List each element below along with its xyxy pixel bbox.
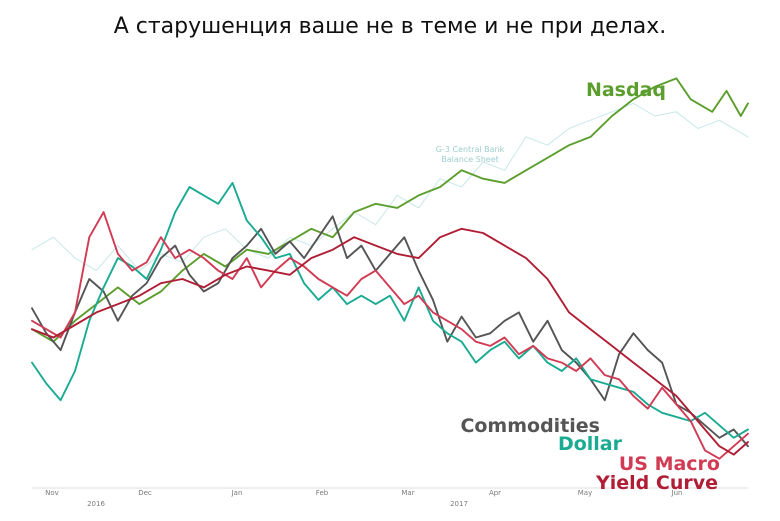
x-tick-label: Mar bbox=[401, 489, 414, 497]
series-line bbox=[31, 211, 749, 460]
x-tick-label: Feb bbox=[316, 489, 329, 497]
series-label: Yield Curve bbox=[595, 472, 718, 494]
year-label: 2017 bbox=[450, 500, 468, 508]
series-annotation: G-3 Central Bank bbox=[436, 145, 505, 154]
series-line bbox=[31, 77, 749, 343]
x-tick-label: Jan bbox=[231, 489, 243, 497]
year-label: 2016 bbox=[87, 500, 105, 508]
x-tick-label: Nov bbox=[45, 489, 59, 497]
series-label: US Macro bbox=[619, 453, 720, 475]
chart-title: А старушенция ваше не в теме и не при де… bbox=[113, 14, 667, 39]
series-line bbox=[31, 215, 749, 448]
series-line bbox=[31, 102, 749, 272]
x-tick-label: Dec bbox=[138, 489, 152, 497]
series-line bbox=[31, 227, 749, 456]
x-tick-label: Jun bbox=[671, 489, 683, 497]
series-annotation: Balance Sheet bbox=[441, 155, 499, 164]
x-tick-label: Apr bbox=[489, 489, 501, 497]
series-label: Nasdaq bbox=[586, 79, 666, 101]
x-tick-label: May bbox=[578, 489, 592, 497]
series-label: Dollar bbox=[558, 433, 623, 455]
series-label: Commodities bbox=[460, 415, 600, 437]
series-line bbox=[31, 181, 749, 439]
